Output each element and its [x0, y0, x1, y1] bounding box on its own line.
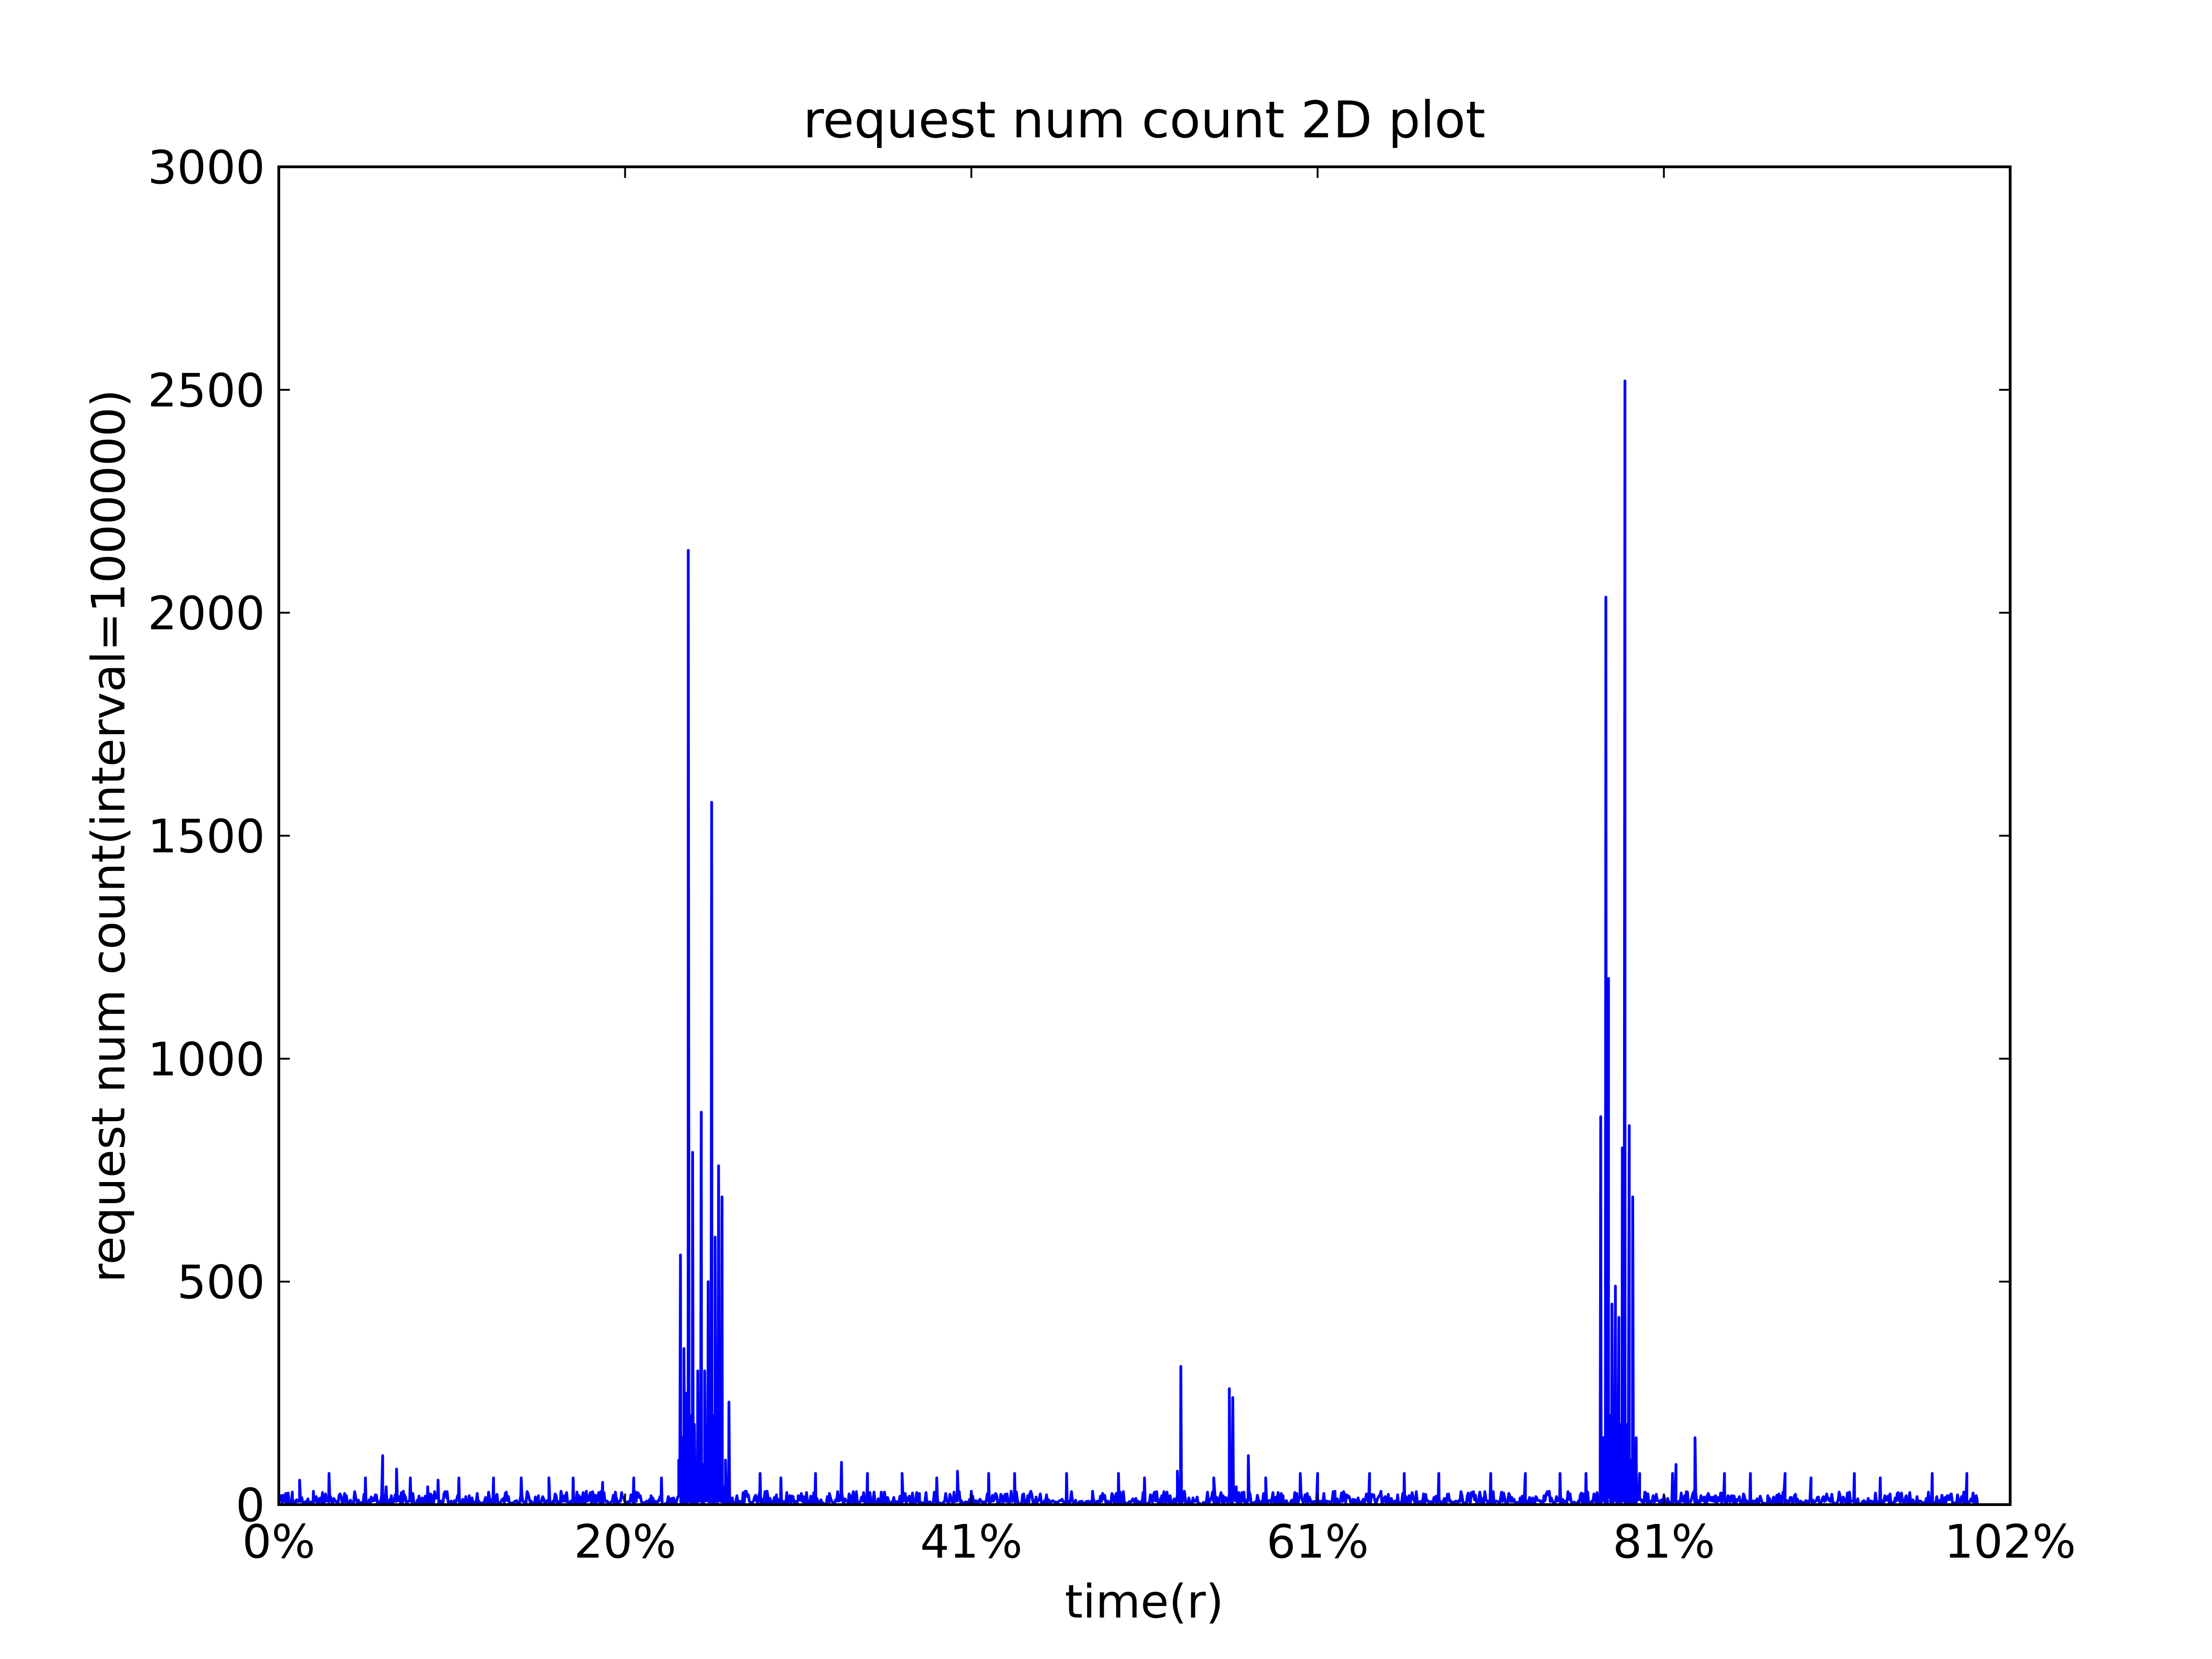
x-tick-label: 102%	[1944, 1515, 2076, 1569]
plot-frame	[277, 165, 2012, 1506]
series-layer	[277, 379, 1979, 1506]
y-tick-label: 500	[177, 1255, 265, 1309]
x-axis-label: time(r)	[1065, 1575, 1224, 1629]
y-tick-label: 1000	[148, 1032, 265, 1086]
axis-ticks: 0 500 1000 1500 2000 2500 3000 0% 20% 41% 61% 81% 10…	[148, 141, 2076, 1569]
y-tick-label: 1500	[148, 810, 265, 864]
y-tick-label: 0	[235, 1478, 265, 1532]
x-tick-label: 20%	[574, 1515, 676, 1569]
x-tick-label: 81%	[1612, 1515, 1715, 1569]
x-tick-label: 0%	[242, 1515, 316, 1569]
chart-title: request num count 2D plot	[803, 90, 1485, 149]
y-axis-label: request num count(interval=1000000)	[82, 389, 135, 1282]
y-tick-label: 2000	[148, 587, 265, 641]
y-tick-label: 2500	[148, 364, 265, 418]
series-line	[277, 379, 1979, 1506]
x-tick-label: 61%	[1266, 1515, 1369, 1569]
y-tick-label: 3000	[148, 141, 265, 194]
x-tick-label: 41%	[920, 1515, 1023, 1569]
